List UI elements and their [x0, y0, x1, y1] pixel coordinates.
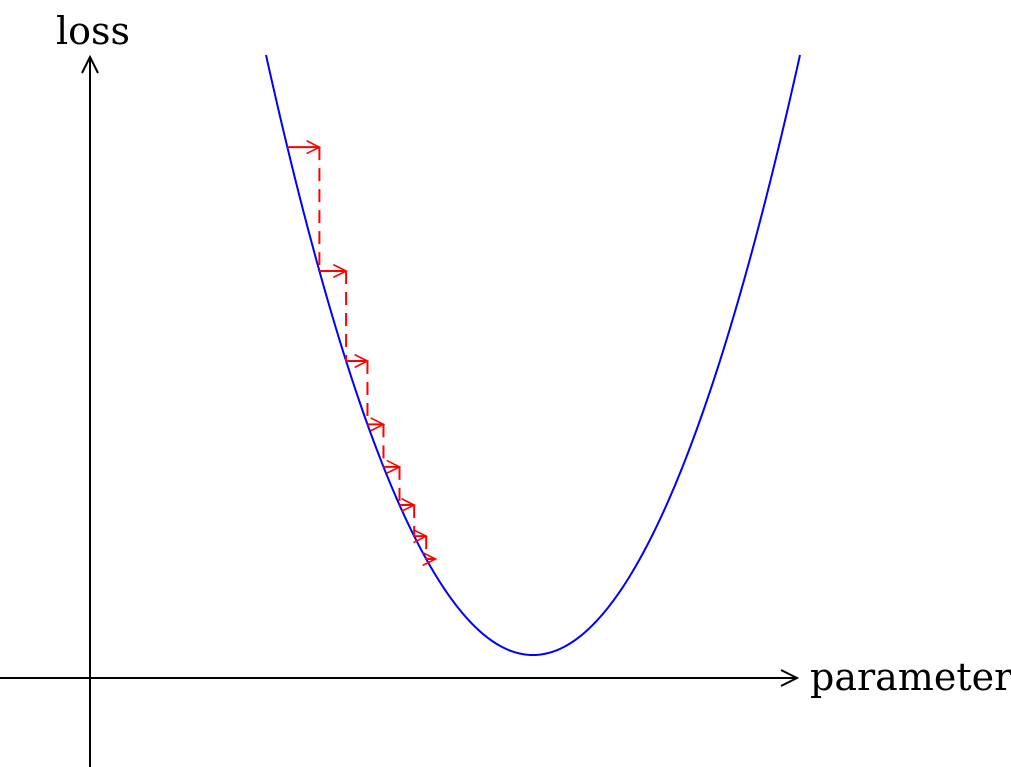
y-axis-label: loss — [56, 9, 130, 53]
gradient-descent-steps — [287, 147, 435, 559]
loss-curve — [265, 54, 801, 657]
x-axis-label: parameter — [810, 655, 1011, 699]
